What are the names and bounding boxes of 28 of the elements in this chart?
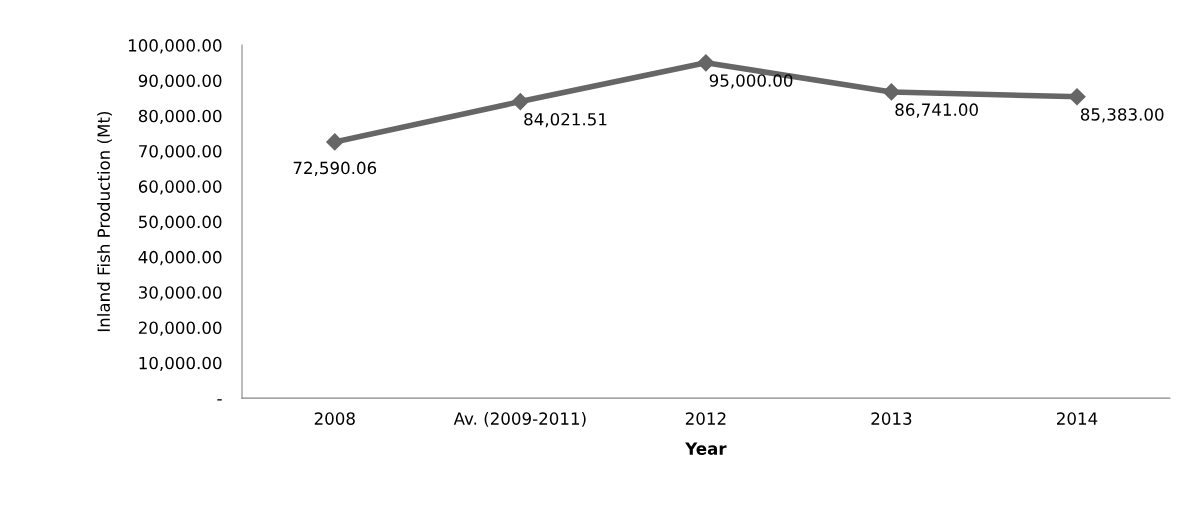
data-label: 95,000.00 [709, 74, 793, 89]
y-tick-label: - [217, 399, 222, 401]
x-tick-label: 2013 [871, 412, 912, 425]
y-tick-label: 30,000.00 [139, 286, 222, 301]
y-tick-label: 70,000.00 [139, 144, 222, 160]
y-tick-label: 50,000.00 [139, 215, 222, 230]
point [1068, 88, 1086, 106]
y-tick-label: 10,000.00 [139, 356, 222, 372]
data-label: 84,021.51 [524, 112, 607, 128]
data-label: 72,590.06 [293, 161, 377, 176]
y-axis-title: Inland Fish Production (Mt) [97, 111, 112, 332]
data-label: 86,741.00 [895, 103, 978, 118]
x-tick-label: Av. (2009-2011) [453, 412, 586, 427]
y-tick-label: 90,000.00 [138, 74, 222, 89]
y-tick-label: 20,000.00 [138, 321, 222, 336]
y-tick-label: 80,000.00 [138, 109, 222, 124]
point [697, 54, 715, 72]
point [882, 83, 900, 101]
y-tick-label: 60,000.00 [138, 180, 222, 195]
point [511, 92, 529, 111]
x-tick-label: 2008 [314, 412, 355, 425]
x-tick-label: 2012 [685, 412, 726, 425]
x-axis-title: Year [685, 442, 727, 455]
data-label: 85,383.00 [1080, 108, 1164, 123]
y-tick-label: 40,000.00 [138, 250, 222, 266]
y-tick-label: 100,000.00 [128, 39, 222, 54]
point [326, 133, 344, 151]
x-tick-label: 2014 [1057, 412, 1098, 425]
